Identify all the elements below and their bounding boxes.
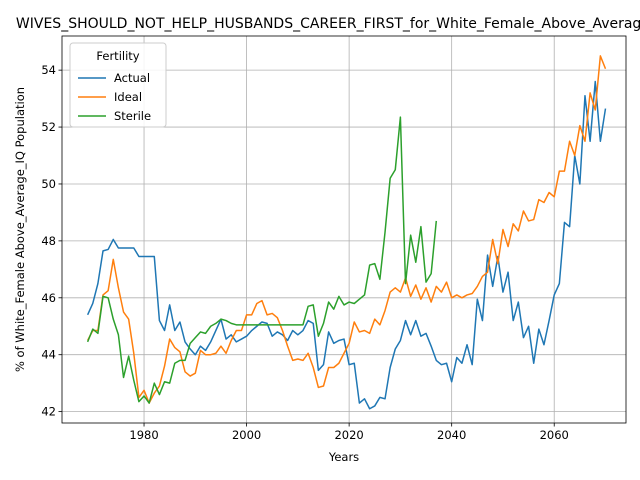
x-tick-label: 2060 — [540, 428, 569, 442]
legend-label-sterile: Sterile — [114, 109, 151, 123]
plot-frame — [61, 35, 627, 424]
series-group — [86, 55, 607, 410]
y-tick-label: 42 — [41, 405, 56, 419]
x-tick-label: 2040 — [437, 428, 466, 442]
y-tick-label: 48 — [41, 234, 56, 248]
legend-title: Fertility — [96, 49, 139, 63]
legend-label-ideal: Ideal — [114, 90, 142, 104]
y-tick-label: 44 — [41, 348, 56, 362]
x-tick-label: 2020 — [334, 428, 363, 442]
legend: Fertility Actual Ideal Sterile — [69, 42, 167, 128]
y-axis-label: % of White_Female Above_Average_IQ Popul… — [13, 87, 27, 372]
x-tick-label: 2000 — [232, 428, 261, 442]
legend-label-actual: Actual — [114, 71, 150, 85]
series-line-actual — [86, 80, 607, 410]
series-line-ideal — [86, 55, 607, 404]
y-axis: 42 44 46 48 50 52 54 — [41, 63, 62, 419]
x-axis: 1980 2000 2020 2040 2060 — [129, 423, 569, 442]
legend-items: Actual Ideal Sterile — [78, 71, 151, 123]
x-tick-label: 1980 — [129, 428, 158, 442]
chart-title: WIVES_SHOULD_NOT_HELP_HUSBANDS_CAREER_FI… — [16, 16, 640, 32]
y-tick-label: 52 — [41, 120, 56, 134]
x-axis-label: Years — [328, 450, 359, 464]
series-line-sterile — [86, 116, 438, 404]
legend-box — [69, 42, 167, 128]
y-tick-label: 54 — [41, 63, 56, 77]
y-tick-label: 46 — [41, 291, 56, 305]
y-tick-label: 50 — [41, 177, 56, 191]
